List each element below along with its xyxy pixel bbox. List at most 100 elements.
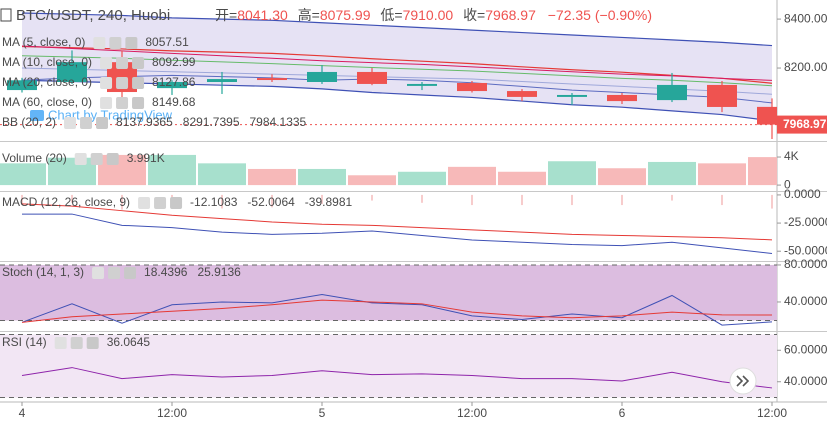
candle-body — [207, 79, 237, 82]
legend-name: BB (20, 2) — [2, 115, 56, 129]
legend-settings[interactable] — [116, 77, 129, 89]
overlay: BTC/USDT, 240, Huobi 开=8041.30 高=8075.99… — [0, 7, 827, 420]
histogram-bar — [671, 194, 673, 201]
candle-body — [507, 91, 537, 97]
legend-eye[interactable] — [100, 57, 113, 69]
volume-bar — [0, 163, 46, 186]
legend-settings[interactable] — [90, 153, 103, 165]
legend-close[interactable] — [96, 117, 109, 129]
legend-settings[interactable] — [154, 197, 167, 209]
volume-bar — [648, 161, 696, 186]
legend-close[interactable] — [124, 267, 137, 279]
legend-close[interactable] — [106, 153, 119, 165]
legend-name: Volume (20) — [2, 151, 67, 165]
legend-close[interactable] — [125, 37, 138, 49]
legend-eye[interactable] — [74, 153, 87, 165]
scroll-icon — [736, 375, 750, 387]
volume-bar — [698, 163, 746, 186]
legend-name: MA (60, close, 0) — [2, 95, 92, 109]
legend-settings[interactable] — [70, 337, 83, 349]
legend-eye[interactable] — [93, 37, 106, 49]
legend-eye[interactable] — [54, 337, 67, 349]
histogram-bar — [371, 194, 373, 201]
legend-close[interactable] — [86, 337, 99, 349]
indicator-line — [21, 67, 773, 95]
candle-body — [407, 83, 437, 86]
legend-eye[interactable] — [100, 77, 113, 89]
legend-settings[interactable] — [108, 267, 121, 279]
legend-name: RSI (14) — [2, 335, 47, 349]
watermark[interactable]: Chart by TradingView — [48, 107, 173, 122]
pane — [0, 154, 777, 186]
x-tick-label: 12:00 — [757, 406, 787, 420]
legend-close[interactable] — [132, 77, 145, 89]
candle-body — [7, 80, 37, 91]
indicator-line — [22, 213, 773, 254]
y-tick-label: -50.0000 — [784, 243, 827, 257]
legend-value: 25.9136 — [197, 265, 241, 279]
legend-settings[interactable] — [116, 97, 129, 109]
candle-body — [607, 94, 637, 102]
candle-body — [307, 71, 337, 82]
legend-value: 8057.51 — [145, 35, 189, 49]
histogram-bar — [121, 194, 123, 210]
legend-settings[interactable] — [109, 37, 122, 49]
candle-body — [357, 71, 387, 84]
legend-close[interactable] — [132, 97, 145, 109]
y-tick-label: -25.0000 — [784, 215, 827, 229]
volume-bar — [598, 168, 646, 186]
ohlc-label: 开= — [215, 7, 237, 23]
legend-value: 36.0645 — [107, 335, 151, 349]
panes — [0, 12, 777, 398]
legend-value: -39.8981 — [305, 195, 353, 209]
pane — [0, 12, 777, 140]
symbol-title: BTC/USDT, 240, Huobi — [16, 7, 170, 24]
indicator-line — [21, 79, 773, 122]
legend-value: 8137.9365 — [116, 115, 173, 129]
volume-bar — [498, 171, 546, 186]
legend-eye[interactable] — [138, 197, 151, 209]
histogram-bar — [321, 194, 323, 204]
histogram-bar — [571, 194, 573, 206]
pane — [0, 334, 777, 398]
candle-body — [707, 84, 737, 107]
volume-bar — [348, 175, 396, 186]
band-fill — [0, 334, 777, 398]
histogram-bar — [221, 194, 223, 209]
legend-close[interactable] — [170, 197, 183, 209]
y-tick-label: 40.0000 — [784, 374, 827, 388]
indicator-line — [21, 203, 773, 241]
legend-settings[interactable] — [116, 57, 129, 69]
candle-body — [557, 94, 587, 97]
pane — [21, 194, 773, 254]
indicator-line — [21, 74, 773, 104]
histogram-bar — [71, 194, 73, 203]
x-tick-label: 12:00 — [457, 406, 487, 420]
legend-name: Stoch (14, 1, 3) — [2, 265, 84, 279]
y-tick-label: 8400.00 — [784, 11, 827, 25]
histogram-bar — [21, 194, 23, 206]
indicator-line — [21, 55, 773, 87]
volume-bar — [298, 168, 346, 186]
legend-close[interactable] — [132, 57, 145, 69]
candle-body — [257, 78, 287, 81]
ohlc-value: 7968.97 — [485, 7, 536, 23]
legend-eye[interactable] — [64, 117, 77, 129]
y-tick-label: 0.0000 — [784, 187, 821, 201]
legend-value: 18.4396 — [144, 265, 188, 279]
y-tick-label: 8200.00 — [784, 60, 827, 74]
x-tick-label: 5 — [319, 406, 326, 420]
legend-name: MA (5, close, 0) — [2, 35, 85, 49]
legend-name: MA (10, close, 0) — [2, 55, 92, 69]
volume-bar — [98, 154, 146, 186]
legend-name: MA (20, close, 0) — [2, 75, 92, 89]
y-tick-label: 60.0000 — [784, 342, 827, 356]
bollinger-fill — [22, 12, 772, 121]
volume-bar — [248, 168, 296, 186]
legend-eye[interactable] — [92, 267, 105, 279]
legend-settings[interactable] — [80, 117, 93, 129]
interval-icon[interactable] — [0, 8, 12, 22]
legend-eye[interactable] — [100, 97, 113, 109]
x-tick-label: 6 — [619, 406, 626, 420]
